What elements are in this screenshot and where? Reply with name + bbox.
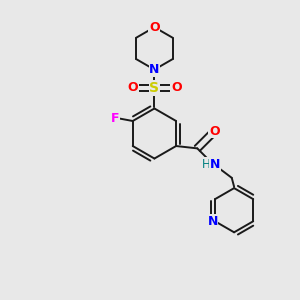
Text: N: N <box>210 158 220 171</box>
Text: S: S <box>149 81 159 95</box>
Text: O: O <box>149 21 160 34</box>
Text: O: O <box>171 81 181 94</box>
Text: N: N <box>207 215 218 228</box>
Text: N: N <box>149 63 160 76</box>
Text: O: O <box>209 125 220 138</box>
Text: O: O <box>127 81 138 94</box>
Text: H: H <box>202 158 211 171</box>
Text: F: F <box>111 112 119 125</box>
